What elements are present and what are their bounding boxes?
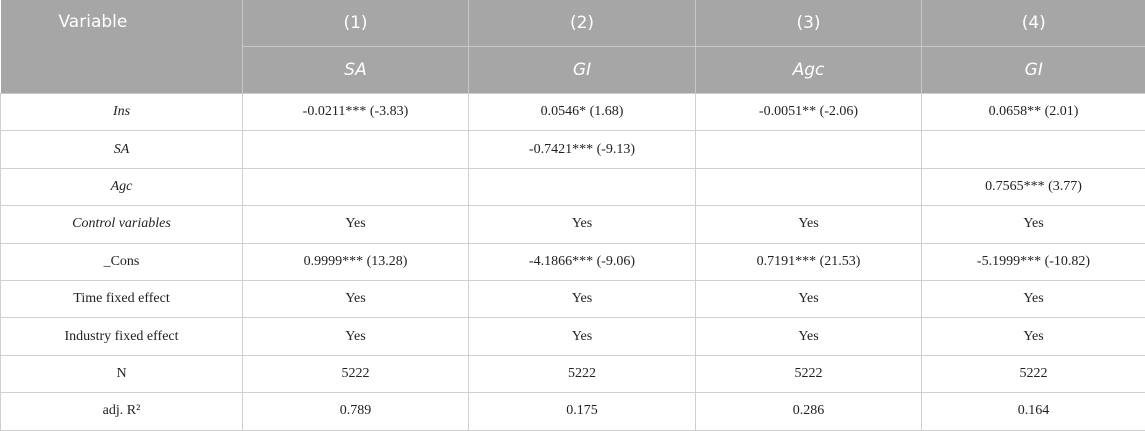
table-cell: 0.789: [243, 393, 469, 430]
table-cell: Yes: [922, 318, 1145, 355]
table-cell: 0.286: [696, 393, 922, 430]
column-number: (4): [922, 0, 1145, 47]
table-cell: Yes: [922, 206, 1145, 243]
table-cell: 0.164: [922, 393, 1145, 430]
table-cell: 0.0658** (2.01): [922, 94, 1145, 131]
table-cell: Yes: [922, 280, 1145, 317]
table-cell: Yes: [243, 206, 469, 243]
row-label: Time fixed effect: [1, 280, 243, 317]
table-cell: [922, 131, 1145, 168]
table-cell: Yes: [469, 318, 696, 355]
table-cell: 0.7191*** (21.53): [696, 243, 922, 280]
table-cell: [469, 168, 696, 205]
table-cell: [696, 131, 922, 168]
row-label: Control variables: [1, 206, 243, 243]
dependent-variable: Agc: [696, 47, 922, 94]
stub-header: Variable: [1, 0, 243, 94]
table-cell: 0.9999*** (13.28): [243, 243, 469, 280]
table-cell: Yes: [243, 280, 469, 317]
column-number: (1): [243, 0, 469, 47]
table-cell: -0.0051** (-2.06): [696, 94, 922, 131]
row-label: Ins: [1, 94, 243, 131]
table-cell: 5222: [243, 355, 469, 392]
table-cell: -0.0211*** (-3.83): [243, 94, 469, 131]
table-row: Agc 0.7565*** (3.77): [1, 168, 1145, 205]
row-label: Industry fixed effect: [1, 318, 243, 355]
dependent-variable: GI: [469, 47, 696, 94]
table-cell: 0.7565*** (3.77): [922, 168, 1145, 205]
dependent-variable: GI: [922, 47, 1145, 94]
column-number: (3): [696, 0, 922, 47]
table-row: SA -0.7421*** (-9.13): [1, 131, 1145, 168]
column-number: (2): [469, 0, 696, 47]
table-row: Ins-0.0211*** (-3.83)0.0546* (1.68)-0.00…: [1, 94, 1145, 131]
table-cell: 5222: [696, 355, 922, 392]
table-cell: [696, 168, 922, 205]
table-cell: 0.175: [469, 393, 696, 430]
table-cell: [243, 131, 469, 168]
dependent-variable: SA: [243, 47, 469, 94]
table-body: Ins-0.0211*** (-3.83)0.0546* (1.68)-0.00…: [1, 94, 1145, 431]
table-cell: Yes: [469, 280, 696, 317]
table-cell: Yes: [243, 318, 469, 355]
row-label: N: [1, 355, 243, 392]
table-cell: Yes: [469, 206, 696, 243]
table-cell: -0.7421*** (-9.13): [469, 131, 696, 168]
table-cell: 5222: [922, 355, 1145, 392]
row-label: Agc: [1, 168, 243, 205]
table-cell: 0.0546* (1.68): [469, 94, 696, 131]
table-cell: [243, 168, 469, 205]
table-cell: Yes: [696, 206, 922, 243]
table-cell: -4.1866*** (-9.06): [469, 243, 696, 280]
header-row: Variable (1)(2)(3)(4): [1, 0, 1145, 47]
row-label: _Cons: [1, 243, 243, 280]
table-cell: Yes: [696, 318, 922, 355]
table-cell: 5222: [469, 355, 696, 392]
row-label: SA: [1, 131, 243, 168]
table-cell: -5.1999*** (-10.82): [922, 243, 1145, 280]
row-label: adj. R²: [1, 393, 243, 430]
table-cell: Yes: [696, 280, 922, 317]
